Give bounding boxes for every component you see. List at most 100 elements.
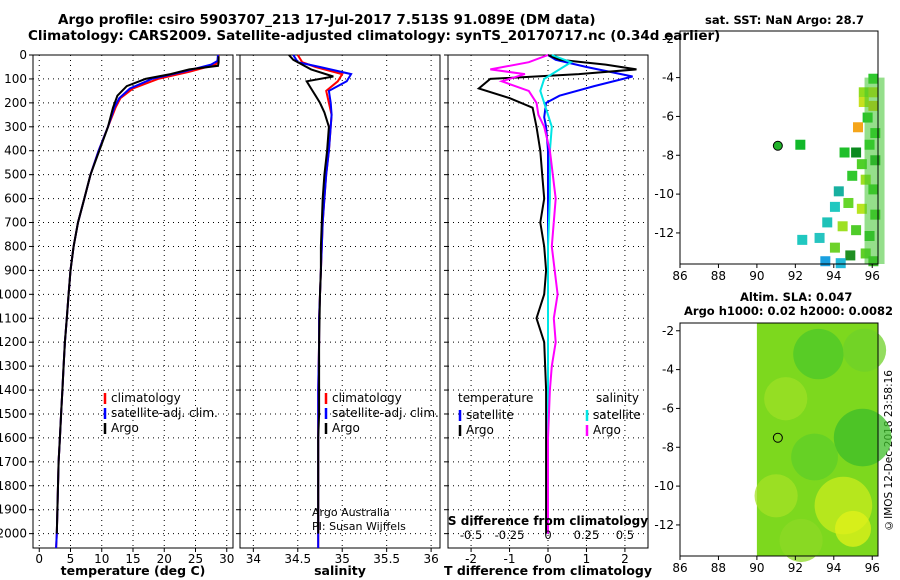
x-tick-label: -2 — [465, 552, 477, 566]
legend-label: Argo — [593, 423, 621, 437]
map-y-tick-label: -8 — [662, 148, 674, 162]
map-x-tick-label: 96 — [865, 561, 880, 575]
sla-patch — [835, 510, 872, 547]
sst-cell — [856, 159, 867, 170]
x-axis-label: T difference from climatology — [444, 563, 652, 578]
sst-cell — [833, 186, 844, 197]
y-tick-label: 1400 — [0, 383, 27, 397]
y-tick-label: 0 — [19, 48, 27, 62]
series-line — [490, 54, 559, 534]
y-tick-label: 800 — [4, 239, 27, 253]
x-tick-label: -1 — [504, 552, 516, 566]
y-tick-label: 300 — [4, 120, 27, 134]
y-tick-label: 1600 — [0, 431, 27, 445]
sla-map-title-line-2: Argo h1000: 0.02 h2000: 0.0082 — [684, 304, 894, 318]
y-tick-label: 500 — [4, 168, 27, 182]
x-tick-label: 15 — [125, 552, 140, 566]
sst-cell — [843, 197, 854, 208]
secondary-tick-label: 0.5 — [616, 528, 634, 542]
x-tick-label: 25 — [188, 552, 203, 566]
x-tick-label: 5 — [67, 552, 75, 566]
sla-patch — [754, 474, 798, 518]
map-x-tick-label: 88 — [711, 269, 726, 283]
sst-map-title: sat. SST: NaN Argo: 28.7 — [705, 13, 865, 27]
x-tick-label: 0 — [544, 552, 552, 566]
sla-patch — [793, 328, 844, 380]
argo-location-marker — [772, 140, 783, 151]
legend-title: temperature — [458, 391, 533, 405]
map-x-tick-label: 90 — [749, 561, 764, 575]
sst-cell — [829, 242, 840, 253]
map-y-tick-label: -2 — [662, 324, 674, 338]
sla-patch — [779, 518, 823, 563]
sst-cell — [847, 170, 858, 181]
legend-label: climatology — [332, 391, 402, 405]
x-tick-label: 0 — [35, 552, 43, 566]
map-y-tick-label: -6 — [662, 401, 674, 415]
secondary-tick-label: -0.5 — [460, 528, 482, 542]
map-y-tick-label: -4 — [662, 363, 674, 377]
map-x-tick-label: 92 — [788, 561, 803, 575]
map-frame — [679, 322, 879, 557]
sst-cell — [856, 203, 867, 214]
map-x-tick-label: 88 — [711, 561, 726, 575]
x-tick-label: 35.5 — [373, 552, 400, 566]
sst-cell — [820, 256, 831, 267]
y-tick-label: 400 — [4, 144, 27, 158]
y-tick-label: 600 — [4, 192, 27, 206]
sst-cell — [839, 147, 850, 158]
y-tick-label: 2000 — [0, 527, 27, 541]
y-tick-label: 1900 — [0, 503, 27, 517]
sst-cell — [797, 234, 808, 245]
y-tick-label: 1100 — [0, 311, 27, 325]
series-line — [55, 54, 219, 549]
legend-label: Argo — [466, 423, 494, 437]
sst-cell — [851, 147, 862, 158]
sla-patch — [833, 408, 892, 467]
x-tick-label: 1 — [583, 552, 591, 566]
map-x-tick-label: 86 — [672, 269, 687, 283]
legend-label: satellite-adj. clim. — [332, 406, 439, 420]
legend-label: satellite-adj. clim. — [111, 406, 218, 420]
map-x-tick-label: 86 — [672, 561, 687, 575]
y-tick-label: 1800 — [0, 479, 27, 493]
secondary-tick-label: -0.25 — [495, 528, 525, 542]
sst-cell — [822, 217, 833, 228]
x-tick-label: 36 — [423, 552, 438, 566]
sla-patch — [842, 328, 887, 372]
y-tick-label: 1700 — [0, 455, 27, 469]
x-tick-label: 10 — [94, 552, 109, 566]
sst-cell — [829, 201, 840, 212]
x-tick-label: 34.5 — [284, 552, 311, 566]
legend-label: Argo — [332, 421, 360, 435]
map-frame — [679, 30, 879, 265]
y-tick-label: 200 — [4, 96, 27, 110]
series-line — [539, 54, 574, 534]
series-line — [292, 54, 353, 548]
map-y-tick-label: -10 — [654, 187, 674, 201]
panel-frame — [239, 54, 441, 549]
sst-cell — [835, 258, 846, 269]
series-line — [55, 54, 220, 549]
legend-label: Argo — [111, 421, 139, 435]
x-tick-label: 2 — [621, 552, 629, 566]
x-axis-label: temperature (deg C) — [61, 563, 206, 578]
map-y-tick-label: -10 — [654, 479, 674, 493]
sst-cell — [864, 77, 885, 264]
y-tick-label: 1500 — [0, 407, 27, 421]
y-tick-label: 1000 — [0, 287, 27, 301]
y-tick-label: 700 — [4, 216, 27, 230]
map-x-tick-label: 96 — [865, 269, 880, 283]
map-y-tick-label: -12 — [654, 518, 674, 532]
sla-map-title-line-1: Altim. SLA: 0.047 — [740, 290, 853, 304]
sst-cell — [814, 232, 825, 243]
map-x-tick-label: 92 — [788, 269, 803, 283]
legend-label: satellite — [593, 408, 641, 422]
secondary-tick-label: 0.25 — [574, 528, 600, 542]
x-tick-label: 20 — [157, 552, 172, 566]
x-axis-label: salinity — [314, 563, 366, 578]
annotation-line: PI: Susan Wijffels — [312, 520, 406, 533]
sla-patch — [791, 433, 838, 481]
sst-cell — [851, 225, 862, 236]
